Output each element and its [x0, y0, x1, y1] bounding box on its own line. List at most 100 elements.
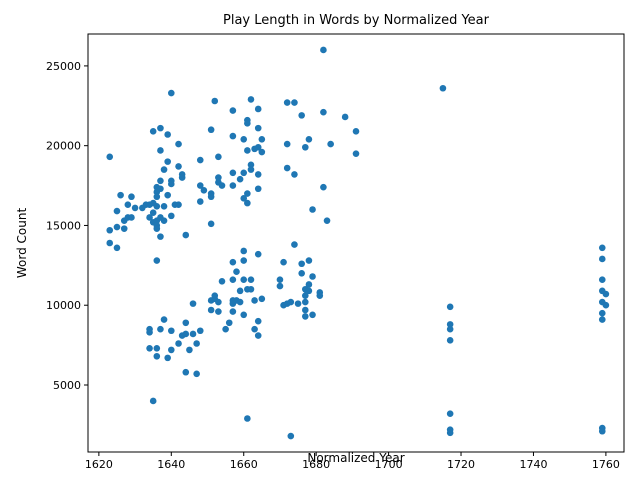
y-tick-label: 10000 — [46, 299, 81, 312]
data-point — [146, 329, 153, 336]
data-point — [598, 276, 606, 283]
data-point — [254, 332, 262, 339]
data-point — [598, 309, 606, 317]
x-axis: 1620 1640 1660 1680 1700 1720 1740 1760 — [85, 452, 620, 471]
x-tick-label: 1760 — [592, 458, 620, 471]
data-point — [178, 174, 186, 181]
data-point — [251, 297, 258, 304]
data-point — [146, 345, 153, 352]
data-point — [446, 410, 454, 418]
data-point — [160, 203, 168, 210]
data-point — [254, 317, 262, 325]
data-point — [247, 161, 255, 169]
data-point — [254, 185, 262, 193]
data-point — [240, 247, 248, 255]
data-point — [247, 96, 255, 103]
x-tick-label: 1680 — [302, 458, 330, 471]
data-point — [254, 250, 262, 258]
data-point — [149, 128, 157, 135]
data-point — [258, 148, 266, 156]
data-points — [106, 46, 610, 440]
data-point — [157, 185, 164, 193]
data-point — [236, 287, 244, 295]
data-point — [446, 303, 454, 311]
data-point — [320, 108, 327, 116]
data-point — [160, 316, 168, 323]
data-point — [287, 432, 295, 440]
data-point — [168, 346, 175, 354]
data-point — [254, 143, 262, 151]
data-point — [446, 321, 454, 328]
data-point — [207, 306, 215, 314]
data-point — [320, 46, 327, 54]
y-tick-label: 20000 — [46, 140, 81, 153]
data-point — [247, 285, 255, 293]
data-point — [153, 345, 161, 352]
data-point — [602, 290, 610, 298]
data-point — [215, 174, 222, 181]
data-point — [113, 207, 121, 215]
data-point — [244, 199, 251, 207]
data-point — [236, 175, 244, 183]
data-point — [164, 354, 171, 362]
data-point — [207, 220, 215, 228]
data-point — [229, 107, 237, 114]
data-point — [164, 191, 171, 199]
data-point — [233, 268, 240, 276]
data-point — [240, 195, 248, 202]
data-point — [291, 171, 298, 178]
data-point — [149, 397, 157, 405]
data-point — [302, 306, 309, 314]
x-tick-label: 1700 — [375, 458, 403, 471]
data-point — [309, 206, 316, 213]
data-point — [240, 276, 248, 283]
chart-title: Play Length in Words by Normalized Year — [223, 13, 490, 28]
data-point — [182, 231, 190, 239]
data-point — [598, 244, 606, 252]
data-point — [146, 214, 153, 221]
data-point — [287, 298, 295, 306]
data-point — [196, 156, 204, 164]
data-point — [598, 255, 606, 263]
data-point — [291, 241, 298, 248]
data-point — [341, 113, 349, 121]
data-point — [186, 346, 193, 354]
data-point — [218, 182, 226, 189]
data-point — [189, 300, 197, 307]
data-point — [149, 209, 157, 216]
y-tick-label: 15000 — [46, 219, 81, 232]
data-point — [276, 276, 284, 283]
x-tick-label: 1740 — [519, 458, 547, 471]
y-tick-label: 25000 — [46, 60, 81, 73]
data-point — [276, 282, 284, 290]
data-point — [106, 226, 114, 234]
data-point — [254, 171, 262, 178]
data-point — [446, 429, 454, 437]
data-point — [120, 225, 128, 232]
data-point — [215, 308, 222, 315]
data-point — [196, 198, 204, 205]
data-point — [280, 258, 287, 266]
data-point — [258, 295, 266, 303]
data-point — [211, 97, 219, 105]
data-point — [446, 337, 454, 344]
data-point — [222, 325, 229, 333]
data-point — [225, 319, 233, 327]
data-point — [298, 112, 305, 119]
data-point — [291, 99, 298, 106]
data-point — [240, 257, 248, 264]
data-point — [157, 147, 164, 154]
data-point — [294, 300, 302, 307]
data-point — [305, 281, 313, 288]
data-point — [131, 204, 139, 212]
data-point — [302, 143, 309, 151]
data-point — [168, 180, 175, 188]
data-point — [106, 153, 114, 161]
data-point — [128, 214, 135, 221]
data-point — [168, 212, 175, 220]
data-point — [305, 287, 313, 295]
data-point — [254, 105, 262, 113]
